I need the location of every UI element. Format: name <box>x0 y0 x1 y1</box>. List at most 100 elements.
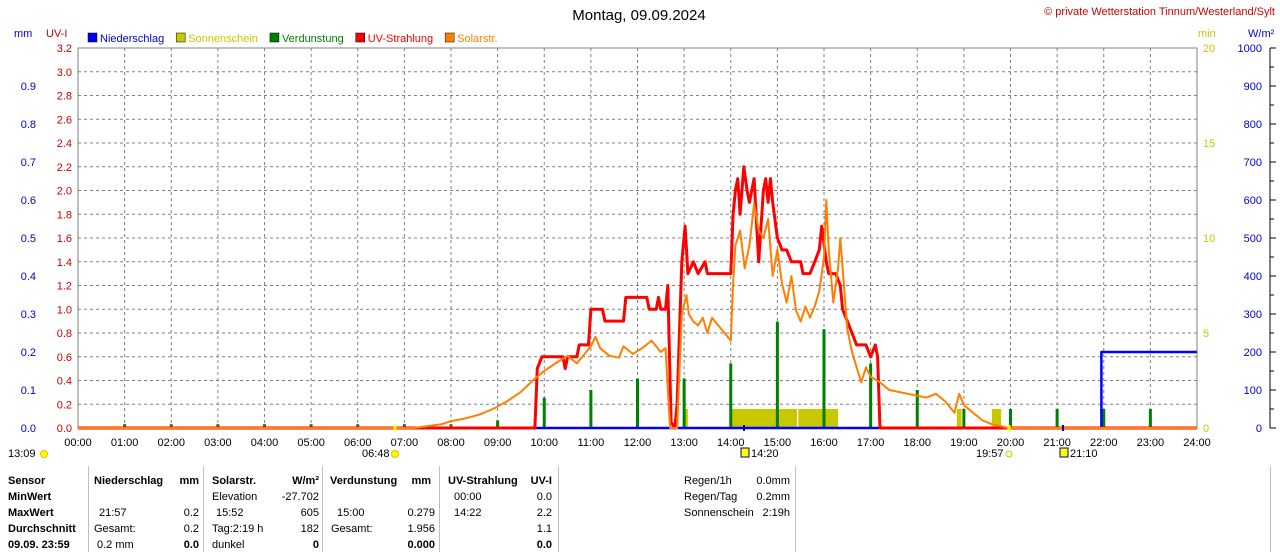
wm2-tick-label: 100 <box>1244 385 1262 397</box>
evaporation-bar-16 <box>869 363 873 428</box>
wm2-tick-label: 600 <box>1244 195 1262 207</box>
x-tick-label: 18:00 <box>903 437 931 449</box>
copyright-label: © private Wetterstation Tinnum/Westerlan… <box>1044 6 1275 18</box>
uv-tick-label: 2.6 <box>57 114 72 126</box>
row-label-avg: Durchschnitt <box>8 523 76 535</box>
wm2-tick-label: 400 <box>1244 271 1262 283</box>
uv-column: UV-Strahlung UV-I 00:00 0.0 14:22 2.2 1.… <box>440 466 558 552</box>
min-tick-label: 0 <box>1203 423 1209 435</box>
solar-current: 0 <box>312 539 319 551</box>
verdunstung-column: Verdunstung mm 15:00 0.279 Gesamt: 1.956… <box>323 466 439 552</box>
evaporation-bar-15 <box>822 329 826 428</box>
evaporation-bar-21 <box>1102 409 1106 428</box>
chart-title: Montag, 09.09.2024 <box>572 7 705 24</box>
legend-swatch-4 <box>444 32 455 43</box>
sensor-header: Sensor <box>8 475 46 487</box>
x-tick-label: 07:00 <box>391 437 419 449</box>
evaporation-bar-5 <box>356 424 360 428</box>
sunshine-bar-2 <box>798 409 838 428</box>
x-tick-label: 00:00 <box>64 437 92 449</box>
uv-tick-label: 1.2 <box>57 281 72 293</box>
wm2-tick-label: 0 <box>1256 423 1262 435</box>
x-tick-label: 17:00 <box>857 437 885 449</box>
evaporation-bar-9 <box>542 397 546 428</box>
x-tick-label: 02:00 <box>157 437 185 449</box>
x-tick-label: 03:00 <box>204 437 232 449</box>
x-tick-label: 19:00 <box>950 437 978 449</box>
rain-hour-label: Regen/1h <box>684 475 732 487</box>
mm-tick-label: 0.7 <box>21 157 36 169</box>
verdunstung-total-value: 1.956 <box>407 523 435 535</box>
legend-label-0: Niederschlag <box>100 33 164 45</box>
axis-blue-marker-1 <box>1062 425 1064 431</box>
legend-label-2: Verdunstung <box>282 33 344 45</box>
chart-grid <box>77 47 1198 429</box>
legend-swatch-1 <box>175 32 186 43</box>
niederschlag-max-value: 0.2 <box>183 507 199 519</box>
uv-avg-value: 1.1 <box>536 523 552 535</box>
sun-events: 13:09 06:48 14:20 19:57 21:10 <box>8 425 1098 460</box>
x-tick-label: 06:00 <box>344 437 372 449</box>
sunset-icon <box>1005 450 1013 458</box>
axis-sun-marker-1 <box>1007 425 1011 431</box>
wm2-tick-label: 800 <box>1244 119 1262 131</box>
moon-icon <box>1059 447 1069 458</box>
solar-dark-label: dunkel <box>212 539 245 551</box>
min-tick-label: 20 <box>1203 43 1215 55</box>
x-tick-label: 04:00 <box>251 437 279 449</box>
verdunstung-total-label: Gesamt: <box>331 523 373 535</box>
legend-label-4: Solarstr. <box>457 33 497 45</box>
wm2-tick-label: 1000 <box>1238 43 1262 55</box>
evaporation-bar-19 <box>1009 409 1012 428</box>
evaporation-bar-13 <box>729 363 733 428</box>
sunshine-label: Sonnenschein <box>684 507 754 519</box>
x-tick-label: 10:00 <box>530 437 558 449</box>
uv-max-time: 14:22 <box>454 507 482 519</box>
wm2-tick-label: 200 <box>1244 347 1262 359</box>
uv-tick-label: 3.0 <box>57 67 72 79</box>
x-tick-label: 05:00 <box>297 437 325 449</box>
niederschlag-day-total: 0.2 mm <box>97 539 134 551</box>
row-label-date: 09.09. 23:59 <box>8 539 70 551</box>
uv-current: 0.0 <box>536 539 552 551</box>
verdunstung-header: Verdunstung <box>330 475 398 487</box>
uv-max-value: 2.2 <box>536 507 552 519</box>
evaporation-bar-20 <box>1055 409 1059 428</box>
wm2-tick-label: 300 <box>1244 309 1262 321</box>
uv-unit: UV-I <box>530 475 552 487</box>
min-tick-label: 5 <box>1203 328 1209 340</box>
niederschlag-column: Niederschlag mm 21:57 0.2 Gesamt: 0.2 0.… <box>89 466 203 552</box>
event-uvmax-time: 14:20 <box>751 448 779 460</box>
uv-max-icon <box>740 447 750 458</box>
evaporation-bar-14 <box>775 321 779 428</box>
sunrise-icon <box>391 450 399 458</box>
solar-column: Solarstr. W/m² Elevation -27.702 15:52 6… <box>204 466 322 552</box>
x-tick-label: 14:00 <box>717 437 745 449</box>
niederschlag-total-value: 0.2 <box>183 523 199 535</box>
verdunstung-max-time: 15:00 <box>337 507 365 519</box>
unit-wm2-label: W/m² <box>1248 28 1275 40</box>
niederschlag-max-time: 21:57 <box>99 507 127 519</box>
mm-tick-label: 0.2 <box>21 347 36 359</box>
x-tick-label: 22:00 <box>1090 437 1118 449</box>
sun-icon <box>40 450 48 458</box>
x-tick-label: 21:00 <box>1043 437 1071 449</box>
evaporation-bar-1 <box>169 424 173 428</box>
solar-day-label: Tag:2:19 h <box>212 523 264 535</box>
uv-tick-label: 0.0 <box>57 423 72 435</box>
mm-tick-label: 0.3 <box>21 309 36 321</box>
mm-tick-label: 0.5 <box>21 233 36 245</box>
row-label-min: MinWert <box>8 491 52 503</box>
row-label-max: MaxWert <box>8 507 54 519</box>
verdunstung-unit: mm <box>411 475 431 487</box>
unit-uv-label: UV-I <box>46 28 67 40</box>
solar-elevation-label: Elevation <box>212 491 258 503</box>
rain-day-value: 0.2mm <box>756 491 790 503</box>
uv-tick-label: 1.8 <box>57 209 72 221</box>
axis-sun-marker-0 <box>393 425 397 431</box>
rain-day-label: Regen/Tag <box>684 491 738 503</box>
uv-tick-label: 1.0 <box>57 304 72 316</box>
mm-tick-label: 0.8 <box>21 119 36 131</box>
wm2-tick-label: 500 <box>1244 233 1262 245</box>
statistics-table: Sensor MinWert MaxWert Durchschnitt 09.0… <box>0 466 1280 552</box>
